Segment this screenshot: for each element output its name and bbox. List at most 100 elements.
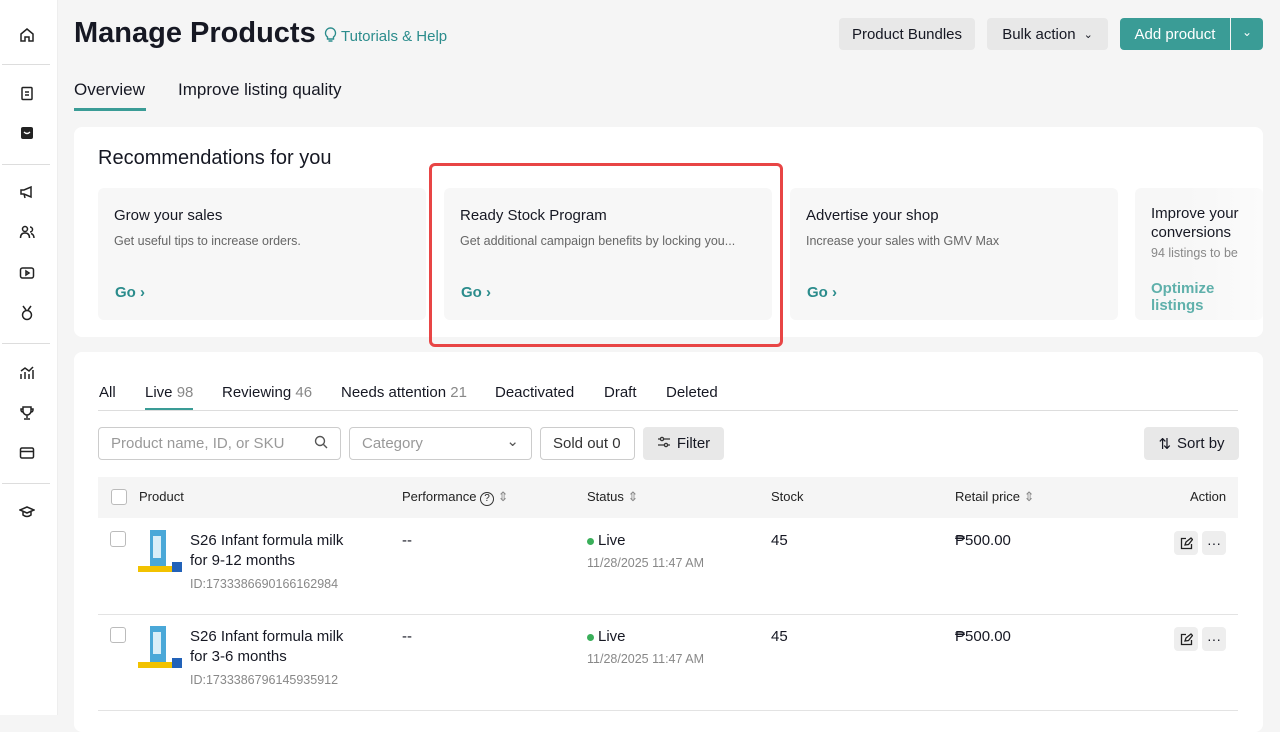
sort-icon: ⇕ xyxy=(497,489,509,504)
product-id: ID:1733386690166162984 xyxy=(190,577,339,591)
search-icon xyxy=(314,435,328,453)
analytics-icon[interactable] xyxy=(17,363,37,383)
rec-desc: Get useful tips to increase orders. xyxy=(114,234,301,248)
product-name[interactable]: S26 Infant formula milk for 9-12 months ID… xyxy=(190,531,343,594)
trophy-icon[interactable] xyxy=(17,403,37,423)
category-select[interactable]: Category ⌄ xyxy=(349,427,532,460)
stock-value: 45 xyxy=(771,532,788,549)
filter-icon xyxy=(657,435,671,452)
optimize-link[interactable]: Optimize listings xyxy=(1151,280,1215,314)
megaphone-icon[interactable] xyxy=(17,182,37,202)
status-tab[interactable]: Draft xyxy=(604,384,637,401)
status-dot xyxy=(587,537,594,545)
sort-icon: ⇅ xyxy=(1158,435,1172,453)
chevron-down-icon: ⌄ xyxy=(1241,24,1253,39)
status-date: 11/28/2025 11:47 AM xyxy=(587,652,704,666)
product-name[interactable]: S26 Infant formula milk for 3-6 months ID:… xyxy=(190,627,343,690)
row-checkbox[interactable] xyxy=(110,627,126,643)
card-icon[interactable] xyxy=(17,443,37,463)
row-divider xyxy=(98,614,1238,615)
row-checkbox[interactable] xyxy=(110,531,126,547)
divider xyxy=(2,343,50,344)
sort-by-button[interactable]: ⇅ Sort by xyxy=(1144,427,1239,460)
rec-title: Improve your conversions xyxy=(1151,205,1239,241)
rec-card-advertise[interactable]: Advertise your shop Increase your sales w… xyxy=(790,188,1118,320)
lightbulb-icon xyxy=(324,27,337,46)
status-value: Live 11/28/2025 11:47 AM xyxy=(587,628,704,666)
tab-underline xyxy=(145,408,193,410)
more-icon[interactable]: ··· xyxy=(1202,531,1226,555)
col-performance[interactable]: Performance ? ⇕ xyxy=(402,489,509,506)
status-tab[interactable]: Needs attention 21 xyxy=(341,384,467,401)
row-divider xyxy=(98,710,1238,711)
status-tab[interactable]: Reviewing 46 xyxy=(222,384,313,401)
shop-icon[interactable] xyxy=(17,123,37,143)
status-tab[interactable]: Deleted xyxy=(666,384,718,401)
video-icon[interactable] xyxy=(17,263,37,283)
col-retail-price[interactable]: Retail price ⇕ xyxy=(955,489,1035,504)
more-icon[interactable]: ··· xyxy=(1202,627,1226,651)
rec-card-grow-sales[interactable]: Grow your sales Get useful tips to increa… xyxy=(98,188,426,320)
rec-title: Grow your sales xyxy=(114,207,223,224)
add-product-button[interactable]: Add product xyxy=(1120,18,1230,50)
chevron-down-icon: ⌄ xyxy=(1083,28,1093,41)
home-icon[interactable] xyxy=(17,25,37,45)
rec-title: Advertise your shop xyxy=(806,207,939,224)
col-product: Product xyxy=(139,489,184,504)
tutorials-help-link[interactable]: Tutorials & Help xyxy=(324,27,447,46)
price-value: ₱500.00 xyxy=(955,628,1011,645)
col-status[interactable]: Status ⇕ xyxy=(587,489,639,504)
help-circle-icon[interactable]: ? xyxy=(480,492,495,506)
product-id: ID:1733386796145935912 xyxy=(190,673,339,687)
filter-button[interactable]: Filter xyxy=(643,427,724,460)
tabs-divider xyxy=(98,410,1238,411)
product-bundles-button[interactable]: Product Bundles xyxy=(839,18,975,50)
product-thumbnail xyxy=(138,528,182,576)
add-product-dropdown[interactable]: ⌄ xyxy=(1231,18,1263,50)
medal-icon[interactable] xyxy=(17,303,37,323)
sold-out-toggle[interactable]: Sold out 0 xyxy=(540,427,635,460)
filter-label: Filter xyxy=(676,435,711,452)
status-tab[interactable]: Live 98 xyxy=(145,384,194,401)
products-card xyxy=(74,352,1263,732)
search-placeholder: Product name, ID, or SKU xyxy=(111,435,285,452)
performance-value: -- xyxy=(402,628,412,645)
chevron-down-icon: ⌄ xyxy=(506,432,519,450)
price-value: ₱500.00 xyxy=(955,532,1011,549)
rec-desc: Increase your sales with GMV Max xyxy=(806,234,1000,248)
edit-icon[interactable] xyxy=(1174,531,1198,555)
clipboard-icon[interactable] xyxy=(17,83,37,103)
rec-card-ready-stock[interactable]: Ready Stock Program Get additional campai… xyxy=(444,188,772,320)
divider xyxy=(2,164,50,165)
divider xyxy=(2,483,50,484)
highlight-box xyxy=(429,163,783,347)
category-placeholder: Category xyxy=(362,435,423,452)
sort-icon: ⇕ xyxy=(1023,489,1035,504)
select-all-checkbox[interactable] xyxy=(111,489,127,505)
page-title: Manage Products xyxy=(74,17,316,49)
go-link[interactable]: Go › xyxy=(115,284,146,301)
status-tab[interactable]: Deactivated xyxy=(495,384,575,401)
sidebar xyxy=(0,0,58,715)
rec-title: Ready Stock Program xyxy=(460,207,607,224)
sort-label: Sort by xyxy=(1177,435,1225,452)
users-icon[interactable] xyxy=(17,222,37,242)
rec-desc: Get additional campaign benefits by lock… xyxy=(460,234,736,248)
product-thumbnail xyxy=(138,624,182,672)
status-tab[interactable]: All xyxy=(99,384,116,401)
tab-improve-listing-quality[interactable]: Improve listing quality xyxy=(178,80,342,99)
bulk-action-button[interactable]: Bulk action ⌄ xyxy=(987,18,1108,50)
graduation-cap-icon[interactable] xyxy=(17,502,37,522)
bulk-action-label: Bulk action xyxy=(1002,25,1076,43)
go-link[interactable]: Go › xyxy=(461,284,492,301)
rec-desc: 94 listings to be xyxy=(1151,246,1238,260)
search-input[interactable]: Product name, ID, or SKU xyxy=(98,427,341,460)
status-dot xyxy=(587,633,594,641)
tab-overview[interactable]: Overview xyxy=(74,80,145,99)
edit-icon[interactable] xyxy=(1174,627,1198,651)
status-value: Live 11/28/2025 11:47 AM xyxy=(587,532,704,570)
divider xyxy=(2,64,50,65)
rec-card-improve-conversions[interactable]: Improve your conversions 94 listings to b… xyxy=(1135,188,1263,320)
go-link[interactable]: Go › xyxy=(807,284,838,301)
status-date: 11/28/2025 11:47 AM xyxy=(587,556,704,570)
